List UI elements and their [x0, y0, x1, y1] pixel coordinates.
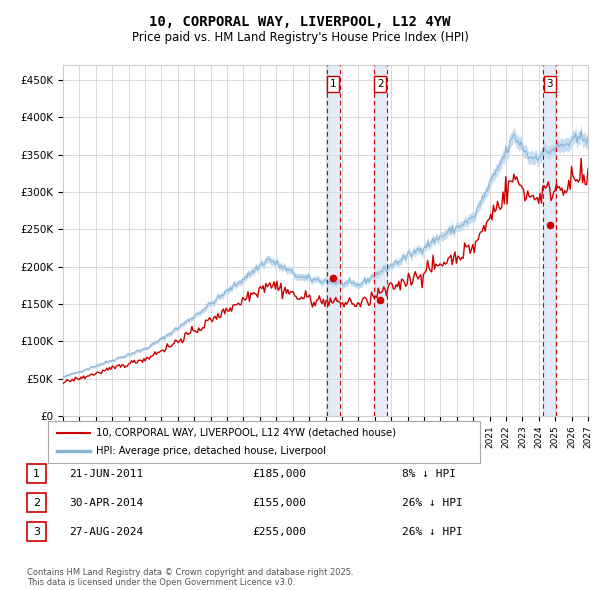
Bar: [543, 65, 556, 416]
Text: 3: 3: [546, 79, 553, 89]
Text: Price paid vs. HM Land Registry's House Price Index (HPI): Price paid vs. HM Land Registry's House …: [131, 31, 469, 44]
Bar: [374, 65, 386, 416]
Text: 27-AUG-2024: 27-AUG-2024: [69, 527, 143, 536]
Text: £255,000: £255,000: [252, 527, 306, 536]
Text: 2: 2: [33, 498, 40, 507]
Text: 26% ↓ HPI: 26% ↓ HPI: [402, 498, 463, 507]
Text: 21-JUN-2011: 21-JUN-2011: [69, 469, 143, 478]
Text: 26% ↓ HPI: 26% ↓ HPI: [402, 527, 463, 536]
Bar: [326, 65, 340, 416]
Text: 10, CORPORAL WAY, LIVERPOOL, L12 4YW: 10, CORPORAL WAY, LIVERPOOL, L12 4YW: [149, 15, 451, 29]
Text: 1: 1: [330, 79, 337, 89]
Text: 1: 1: [33, 469, 40, 478]
Text: £155,000: £155,000: [252, 498, 306, 507]
Text: 2: 2: [377, 79, 383, 89]
Text: £185,000: £185,000: [252, 469, 306, 478]
Text: Contains HM Land Registry data © Crown copyright and database right 2025.
This d: Contains HM Land Registry data © Crown c…: [27, 568, 353, 587]
Text: HPI: Average price, detached house, Liverpool: HPI: Average price, detached house, Live…: [96, 446, 326, 456]
Text: 8% ↓ HPI: 8% ↓ HPI: [402, 469, 456, 478]
Text: 30-APR-2014: 30-APR-2014: [69, 498, 143, 507]
Text: 3: 3: [33, 527, 40, 536]
Text: 10, CORPORAL WAY, LIVERPOOL, L12 4YW (detached house): 10, CORPORAL WAY, LIVERPOOL, L12 4YW (de…: [96, 428, 396, 438]
